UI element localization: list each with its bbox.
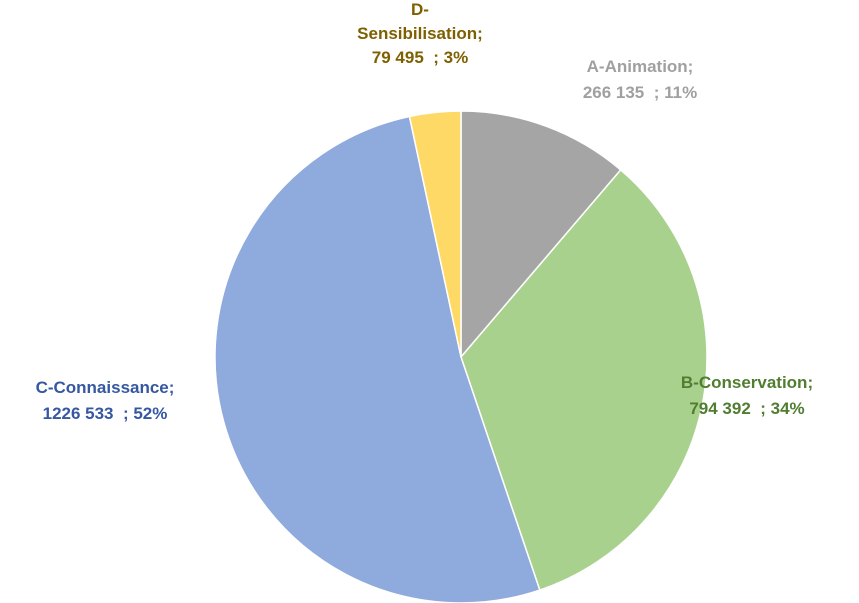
category-line: D-: [411, 0, 429, 19]
pie-slice: [408, 110, 462, 358]
data-label-category: D- Sensibilisation;: [357, 0, 483, 43]
data-label-category: B-Conservation;: [681, 373, 813, 392]
data-label-value: 794 392 ; 34%: [689, 399, 804, 418]
data-label-value: 79 495 ; 3%: [372, 48, 468, 67]
pie-slice: [460, 110, 622, 360]
data-label-value: 1226 533 ; 52%: [43, 404, 168, 423]
pie-slice: [214, 115, 541, 603]
data-label-value: 266 135 ; 11%: [583, 83, 697, 102]
pie-slice: [460, 168, 708, 592]
data-label-category: C-Connaissance;: [36, 378, 175, 397]
category-line: Sensibilisation;: [357, 24, 483, 43]
data-label-category: A-Animation;: [587, 57, 694, 76]
